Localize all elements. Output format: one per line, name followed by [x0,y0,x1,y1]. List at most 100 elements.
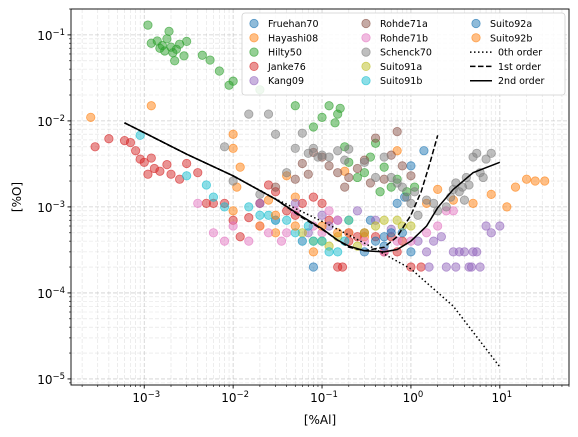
line-2nd-order [124,122,501,253]
data-point [392,127,402,137]
data-point [530,176,540,186]
data-point [421,247,432,257]
legend-label: Hilty50 [268,48,302,59]
data-point [255,221,265,231]
legend-marker [361,76,371,86]
data-point [486,148,496,158]
data-point [228,206,238,216]
legend-label: Fruehan70 [268,19,319,30]
data-point [270,210,281,220]
legend-marker [471,18,481,29]
data-point [406,198,416,208]
data-point [155,166,165,176]
data-point [333,168,343,178]
data-point [219,142,230,152]
data-point [433,221,443,231]
data-point [406,262,416,272]
data-point [104,134,114,144]
data-point [337,262,348,272]
data-point [406,161,416,171]
data-point [193,168,203,178]
data-point [359,247,370,257]
data-point [419,146,429,156]
data-point [429,236,439,246]
data-point [459,195,470,205]
legend-label: Rohde71b [380,33,428,44]
data-point [478,172,488,183]
data-point [448,206,458,216]
data-point [335,103,345,113]
data-point [446,192,456,202]
data-point [429,198,439,208]
data-point [282,168,292,178]
data-point [276,236,287,246]
data-point [214,66,224,76]
data-point [466,262,477,272]
data-point [344,144,354,154]
legend-label: Schenck70 [380,48,432,59]
data-point [481,221,491,231]
data-point [406,247,416,257]
data-point [392,215,402,225]
data-point [208,192,219,202]
data-point [344,172,354,183]
data-point [125,137,136,148]
data-point [352,163,363,174]
data-point [352,232,363,242]
data-point [392,198,402,208]
data-point [344,228,354,238]
legend-label: Janke76 [267,62,306,73]
data-point [255,198,265,208]
data-point [317,210,327,220]
series-schenck70 [219,109,496,220]
data-point [416,262,426,272]
data-point [324,161,334,171]
data-point [386,172,396,183]
x-tick-label: 10−1 [310,390,338,405]
data-point [359,168,370,178]
data-point [297,128,307,138]
data-point [228,129,238,139]
data-point [468,198,478,208]
data-point [146,101,156,111]
legend-label: Hayashi08 [268,33,318,44]
data-point [308,262,319,272]
data-point [317,236,327,246]
data-point [406,221,416,231]
data-point [90,142,100,152]
y-tick-label: 10−2 [37,114,65,129]
data-point [324,152,334,162]
data-point [263,109,274,119]
data-point [308,192,319,202]
data-point [424,262,434,272]
legend-label: Suito92b [490,33,532,44]
data-point [244,236,254,246]
data-point [324,247,334,257]
y-tick-label: 10−1 [37,28,65,43]
data-point [182,36,192,47]
data-point [475,262,485,272]
series-suito91b [135,130,354,257]
data-point [219,236,230,246]
data-point [441,262,451,272]
legend-label: 1st order [498,62,541,73]
data-point [359,228,370,238]
data-point [413,210,423,220]
data-point [521,174,532,184]
data-point [457,182,468,192]
data-point [406,171,416,181]
data-point [333,228,343,238]
data-point [219,202,230,212]
data-point [162,160,172,170]
plot-frame [70,8,570,386]
data-point [290,221,300,231]
data-point [472,148,482,158]
legend-marker [361,33,371,43]
data-point [317,198,327,208]
x-tick-label: 101 [491,390,512,405]
legend-marker [361,47,371,57]
data-point [324,206,334,216]
data-point [290,174,300,184]
legend-marker [249,76,259,86]
data-point [375,187,385,197]
